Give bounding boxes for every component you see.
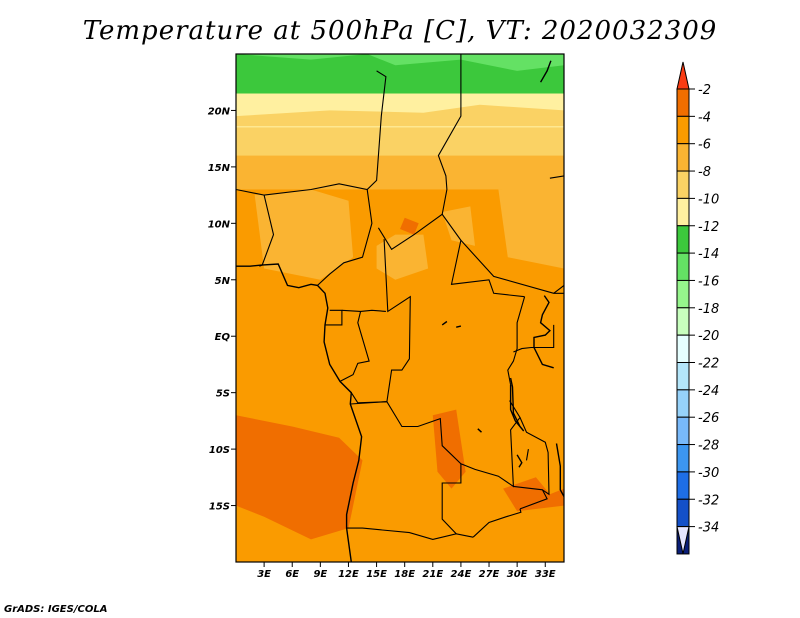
border-12 xyxy=(441,463,462,535)
y-tick-label-7: 15S xyxy=(209,502,230,513)
x-tick-label-7: 24E xyxy=(451,569,472,580)
border-6 xyxy=(460,239,564,294)
colorbar-segment-5 xyxy=(676,197,690,227)
chart-title: Temperature at 500hPa [C], VT: 202003230… xyxy=(82,16,718,46)
coastline-4 xyxy=(441,320,448,326)
field-patch-0 xyxy=(236,54,564,71)
border-7 xyxy=(325,309,343,326)
colorbar-max-triangle xyxy=(676,61,690,90)
x-tick-label-3: 12E xyxy=(338,569,359,580)
colorbar-label-1: -4 xyxy=(698,110,711,125)
y-tick-label-6: 10S xyxy=(209,445,230,456)
colorbar-segment-11 xyxy=(676,362,690,391)
y-tick-label-1: 15N xyxy=(208,163,231,174)
field-patch-6 xyxy=(236,415,363,540)
colorbar-segment-4 xyxy=(676,170,690,199)
colorbar-segment-2 xyxy=(676,115,690,145)
x-tick-label-8: 27E xyxy=(479,569,500,580)
grads-credit: GrADS: IGES/COLA xyxy=(4,604,108,615)
colorbar-segment-16 xyxy=(676,498,690,528)
x-tick-label-0: 3E xyxy=(257,569,271,580)
colorbar-label-13: -28 xyxy=(698,439,719,454)
colorbar-label-2: -6 xyxy=(698,138,711,153)
border-1 xyxy=(264,70,387,196)
colorbar-label-16: -34 xyxy=(698,521,719,536)
field-patch-9 xyxy=(400,217,419,235)
coastline-6 xyxy=(516,454,523,468)
colorbar-label-7: -16 xyxy=(698,274,719,289)
x-tick-label-10: 33E xyxy=(535,569,556,580)
colorbar-segment-10 xyxy=(676,334,690,363)
y-tick-label-5: 5S xyxy=(216,389,230,400)
coastline-7 xyxy=(477,428,482,433)
border-16 xyxy=(513,324,555,353)
field-patch-10 xyxy=(236,133,564,153)
colorbar-segment-6 xyxy=(676,225,690,254)
colorbar-label-0: -2 xyxy=(698,83,711,98)
map-axes: 3E 6E 9E 12E 15E 18E 21E 24E 27E 30E 33E 20N 15N 10N 5… xyxy=(208,106,556,580)
colorbar-segment-13 xyxy=(676,416,690,446)
border-15 xyxy=(507,296,526,385)
colorbar-segment-15 xyxy=(676,471,690,500)
colorbar-segment-9 xyxy=(676,307,690,336)
colorbar-label-9: -20 xyxy=(698,329,719,344)
field-patch-4 xyxy=(442,206,475,246)
coastline-8 xyxy=(539,60,552,83)
border-2 xyxy=(317,189,373,286)
colorbar-segment-1 xyxy=(676,88,690,117)
border-10 xyxy=(350,392,521,488)
y-tick-label-3: 5N xyxy=(215,276,231,287)
field-patch-2 xyxy=(254,189,354,280)
colorbar-segment-8 xyxy=(676,279,690,309)
border-5 xyxy=(437,54,462,215)
border-13 xyxy=(472,508,522,538)
coastline-0 xyxy=(236,263,363,562)
y-tick-label-2: 10N xyxy=(208,219,231,230)
coastline-2 xyxy=(533,295,554,369)
x-tick-label-4: 15E xyxy=(366,569,387,580)
colorbar-label-12: -26 xyxy=(698,411,719,426)
map-frame xyxy=(235,53,565,563)
border-4 xyxy=(350,239,411,405)
border-19 xyxy=(549,175,564,179)
colorbar: -2 -4 -6 -8 -10 -12 -14 -16 -18 -20 -22 -24 -26 -28 -3… xyxy=(676,61,719,555)
colorbar-label-4: -10 xyxy=(698,192,719,207)
colorbar-min-triangle xyxy=(676,526,690,554)
colorbar-segment-7 xyxy=(676,252,690,281)
colorbar-segment-14 xyxy=(676,444,690,473)
border-20 xyxy=(525,449,529,461)
y-tick-label-4: EQ xyxy=(215,332,231,343)
coastline-1 xyxy=(509,377,525,432)
x-tick-label-2: 9E xyxy=(313,569,327,580)
x-tick-label-9: 30E xyxy=(507,569,528,580)
border-8 xyxy=(341,309,386,312)
border-18 xyxy=(553,284,564,294)
field-patch-8 xyxy=(503,477,564,512)
border-14 xyxy=(513,485,548,510)
colorbar-label-8: -18 xyxy=(698,302,719,317)
border-11 xyxy=(346,527,474,540)
colorbar-label-14: -30 xyxy=(698,466,719,481)
x-tick-label-1: 6E xyxy=(285,569,299,580)
colorbar-label-10: -22 xyxy=(698,357,719,372)
x-tick-label-5: 18E xyxy=(394,569,415,580)
colorbar-segment-12 xyxy=(676,389,690,418)
colorbar-label-5: -12 xyxy=(698,220,719,235)
colorbar-segment-3 xyxy=(676,143,690,172)
y-tick-label-0: 20N xyxy=(208,106,231,117)
country-borders xyxy=(236,54,564,562)
colorbar-label-15: -32 xyxy=(698,493,719,508)
colorbar-label-11: -24 xyxy=(698,384,719,399)
colorbar-label-3: -8 xyxy=(698,165,711,180)
border-9 xyxy=(339,311,370,382)
border-17 xyxy=(519,417,550,496)
field-patch-1 xyxy=(236,104,564,127)
x-tick-label-6: 21E xyxy=(422,569,443,580)
field-patch-5 xyxy=(498,183,564,269)
coastline-3 xyxy=(555,443,564,497)
coastline-5 xyxy=(456,325,462,328)
field-band-3 xyxy=(236,155,564,190)
colorbar-label-6: -14 xyxy=(698,247,719,262)
